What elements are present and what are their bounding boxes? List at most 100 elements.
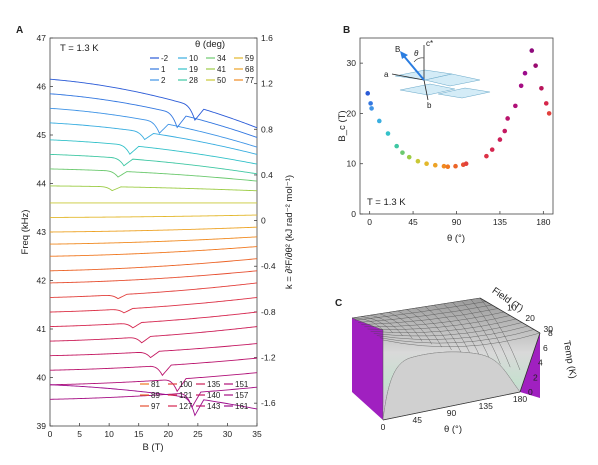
x-tick-label: 20 bbox=[164, 429, 174, 439]
freq-curve bbox=[49, 226, 258, 233]
freq-curve bbox=[49, 270, 258, 284]
y-tick-label: 43 bbox=[37, 227, 47, 237]
x-tick-label: 45 bbox=[408, 217, 418, 227]
y-tick-label: 30 bbox=[347, 58, 357, 68]
freq-curve bbox=[49, 185, 258, 192]
bc-point bbox=[513, 103, 518, 109]
bc-point bbox=[365, 91, 371, 96]
freq-curve bbox=[49, 107, 258, 148]
panel-a-label: A bbox=[16, 25, 23, 36]
theta-arc bbox=[413, 57, 425, 63]
legend-entry: -2 bbox=[161, 54, 169, 63]
theta-tick-label: 0 bbox=[381, 422, 386, 432]
theta-tick-label: 180 bbox=[513, 394, 527, 404]
bc-point bbox=[484, 153, 489, 159]
surface-mesh-line bbox=[382, 332, 541, 347]
bc-point bbox=[529, 48, 535, 53]
y-tick-label: 39 bbox=[37, 421, 47, 431]
x-tick-label: 180 bbox=[536, 217, 550, 227]
freq-curve bbox=[49, 122, 258, 155]
y-right-tick-label: -0.4 bbox=[261, 261, 276, 271]
freq-curve bbox=[49, 236, 258, 245]
bc-point bbox=[489, 147, 495, 152]
field-tick-label: 10 bbox=[507, 303, 517, 313]
bc-point bbox=[546, 111, 552, 116]
bc-point bbox=[539, 85, 544, 91]
surface-mesh-line bbox=[452, 302, 491, 362]
legend-entry: 41 bbox=[217, 65, 226, 74]
surface-mesh-line bbox=[370, 318, 517, 333]
a-axis-label: a bbox=[384, 70, 389, 79]
y-tick-label: 0 bbox=[351, 209, 356, 219]
surface-mesh-line bbox=[479, 297, 521, 371]
surface-mesh-line bbox=[361, 316, 393, 333]
legend-entry: 81 bbox=[151, 380, 160, 389]
bc-point bbox=[432, 162, 438, 168]
x-tick-label: 15 bbox=[134, 429, 144, 439]
y-tick-label: 44 bbox=[37, 179, 47, 189]
surface-mesh-line bbox=[434, 305, 472, 356]
surface-mesh-line bbox=[355, 301, 487, 321]
freq-curve bbox=[49, 311, 258, 329]
legend-entry: 28 bbox=[189, 76, 198, 85]
surface-mesh-line bbox=[364, 311, 505, 327]
legend-entry: 59 bbox=[245, 54, 254, 63]
surface-mesh-line bbox=[361, 308, 499, 325]
bc-point bbox=[533, 63, 538, 68]
freq-curve bbox=[49, 214, 258, 218]
theta-axis-line bbox=[382, 391, 521, 421]
theta-label: θ bbox=[414, 49, 419, 58]
field-axis-line bbox=[479, 297, 541, 334]
freq-curve bbox=[49, 297, 258, 314]
theta-tick-label: 45 bbox=[413, 415, 423, 425]
surface-floor bbox=[382, 351, 521, 421]
bc-point bbox=[505, 116, 510, 121]
x-tick-label: 0 bbox=[48, 429, 53, 439]
field-label: B bbox=[395, 45, 400, 54]
surface-mesh-line bbox=[358, 304, 493, 323]
field-arrowhead bbox=[400, 51, 408, 59]
surface-mesh-line bbox=[367, 315, 511, 330]
crystal-layer bbox=[399, 83, 456, 96]
surface-mesh-line bbox=[370, 314, 403, 336]
legend-entry: 143 bbox=[207, 402, 221, 411]
x-tick-label: 0 bbox=[367, 217, 372, 227]
freq-curve bbox=[49, 372, 258, 393]
legend-entry: 34 bbox=[217, 54, 226, 63]
crystal-inset: c* θ B a b bbox=[384, 39, 491, 110]
temp-tick-label: 0 bbox=[528, 387, 533, 397]
y-right-tick-label: 0 bbox=[261, 216, 266, 226]
bc-point bbox=[522, 70, 528, 76]
y-right-tick-label: 1.6 bbox=[261, 33, 273, 43]
y-right-tick-label: -0.8 bbox=[261, 307, 276, 317]
crystal-layer bbox=[437, 87, 491, 99]
y-right-tick-label: 1.2 bbox=[261, 79, 273, 89]
bc-point bbox=[441, 163, 447, 169]
y-right-tick-label: -1.2 bbox=[261, 353, 276, 363]
y-right-tick-label: 0.8 bbox=[261, 124, 273, 134]
legend-title: θ (deg) bbox=[195, 39, 225, 50]
legend-entry: 1 bbox=[161, 65, 166, 74]
y-tick-label: 40 bbox=[37, 373, 47, 383]
bc-point bbox=[543, 101, 549, 106]
x-tick-label: 35 bbox=[252, 429, 262, 439]
bc-point bbox=[368, 101, 373, 106]
surface-mesh-line bbox=[388, 312, 423, 342]
temp-tick-label: 8 bbox=[548, 328, 553, 338]
panel-c-temp-label: Temp (K) bbox=[561, 340, 579, 380]
panel-b-temperature: T = 1.3 K bbox=[367, 197, 406, 208]
legend-entry: 140 bbox=[207, 391, 221, 400]
legend-entry: 2 bbox=[161, 76, 166, 85]
bc-point bbox=[463, 161, 469, 167]
surface-mesh-line bbox=[470, 299, 511, 368]
legend-entry: 127 bbox=[179, 402, 193, 411]
legend-entry: 161 bbox=[235, 402, 249, 411]
y-tick-label: 46 bbox=[37, 82, 47, 92]
legend-entry: 135 bbox=[207, 380, 221, 389]
freq-curve bbox=[49, 282, 258, 300]
b-axis-label: b bbox=[427, 101, 432, 110]
y-tick-label: 47 bbox=[37, 33, 47, 43]
panel-b-ylabel: B_c (T) bbox=[337, 110, 348, 141]
y-tick-label: 20 bbox=[347, 108, 357, 118]
